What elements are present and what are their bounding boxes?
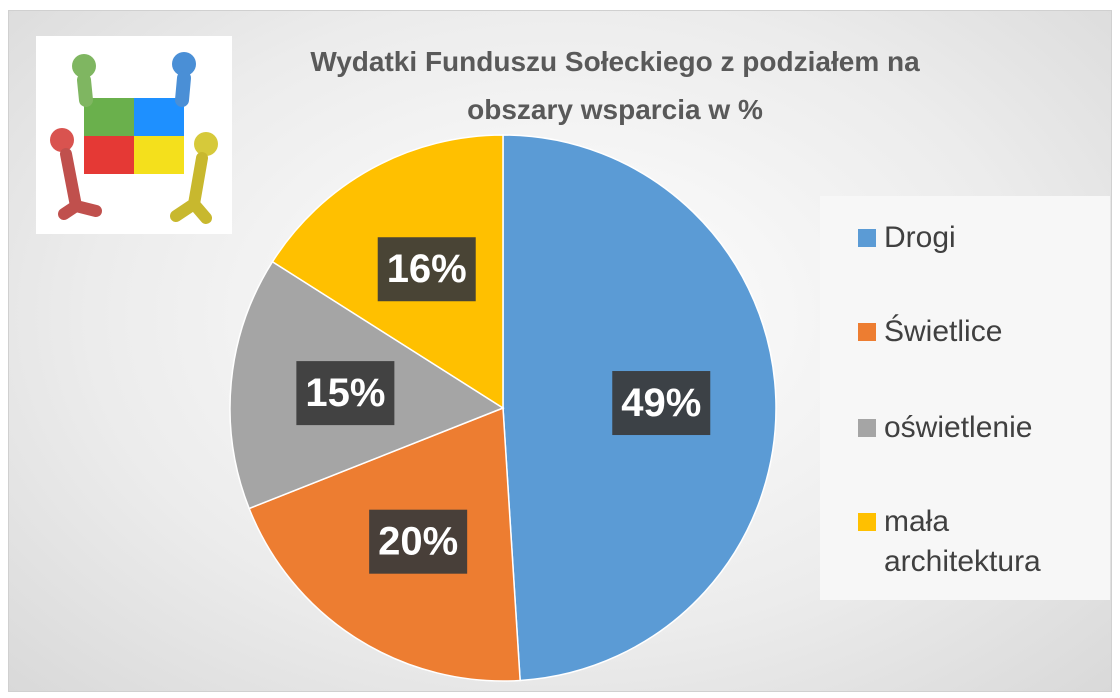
data-label: 20% — [378, 520, 458, 564]
page: {"chart_data": {"type": "pie", "title": … — [0, 0, 1120, 698]
data-label: 49% — [621, 381, 701, 425]
data-label: 15% — [305, 371, 385, 415]
pie-chart: 49% 20% 15% 16% — [0, 0, 1120, 698]
data-label: 16% — [387, 247, 467, 291]
